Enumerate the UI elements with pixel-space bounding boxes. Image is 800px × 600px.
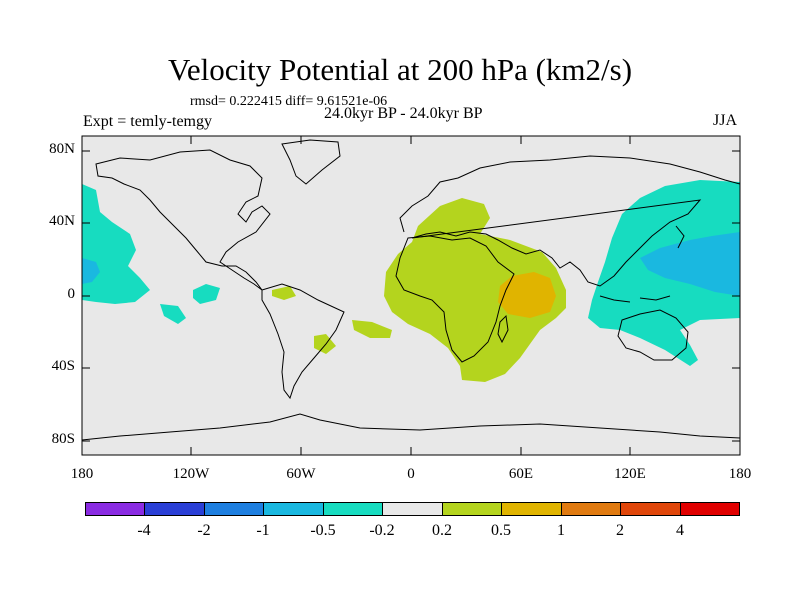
lon-label-180w: 180 [70,466,94,482]
colorbar-swatch [323,503,384,515]
lat-label-80s: 80S [51,431,75,447]
colorbar-swatch [86,503,146,515]
colorbar-label: 0.2 [432,522,452,539]
coastline-south-america [261,283,345,400]
coastline-antarctica [82,413,740,441]
colorbar-label: -1 [256,522,270,539]
lon-label-120e: 120E [614,466,646,482]
colorbar-swatch [204,503,265,515]
colorbar [85,502,740,516]
colorbar-swatch [680,503,739,515]
positive-core-arabian-sea [498,272,556,318]
coastline-madagascar [497,314,509,344]
negative-core-east-pacific [82,258,100,284]
positive-blob-2 [352,320,392,338]
colorbar-swatch [264,503,324,515]
colorbar-label: -0.5 [310,522,336,539]
stats-text: rmsd= 0.222415 diff= 9.61521e-06 [190,94,388,109]
colorbar-swatch [502,503,562,515]
coastline-north-america [95,149,271,291]
coastline-japan [675,225,685,249]
contour-fields [82,180,740,382]
coastline-africa [395,235,515,363]
colorbar-label: -2 [197,522,211,539]
coastline-eurasia [399,155,740,287]
axis-ticks [82,136,740,455]
lon-label-60e: 60E [508,466,534,482]
colorbar-label: 4 [676,522,684,539]
colorbar-swatch [621,503,681,515]
lat-label-40n: 40N [49,213,75,229]
lat-label-40s: 40S [51,358,75,374]
positive-blob-1 [272,286,296,300]
coastline-australia [617,309,689,361]
coastline-indonesia [599,295,671,303]
plot-title: Velocity Potential at 200 hPa (km2/s) [167,52,633,87]
negative-core-west-pacific [640,232,740,296]
coastline-greenland [281,139,341,185]
positive-blob-3 [314,334,336,354]
lon-label-60w: 60W [286,466,316,482]
colorbar-label: -4 [137,522,151,539]
positive-region-africa [384,198,566,382]
lat-label-0: 0 [67,286,76,302]
lon-label-120w: 120W [172,466,210,482]
colorbar-label: 0.5 [491,522,511,539]
negative-region-east-pacific [82,184,150,304]
colorbar-swatch [561,503,622,515]
lat-label-80n: 80N [49,141,75,157]
season-label: JJA [713,112,738,129]
lon-label-180e: 180 [728,466,752,482]
coastlines [82,139,740,441]
experiment-label: Expt = temly-temgy [83,113,212,130]
colorbar-label: 2 [616,522,624,539]
colorbar-swatch [383,503,443,515]
colorbar-label: -0.2 [369,522,395,539]
negative-blob-2 [160,304,186,324]
colorbar-swatch [145,503,205,515]
subtitle: 24.0kyr BP - 24.0kyr BP [324,105,483,122]
lon-label-0: 0 [407,466,415,482]
colorbar-swatch [442,503,503,515]
negative-blob-1 [193,284,220,304]
colorbar-label: 1 [557,522,565,539]
